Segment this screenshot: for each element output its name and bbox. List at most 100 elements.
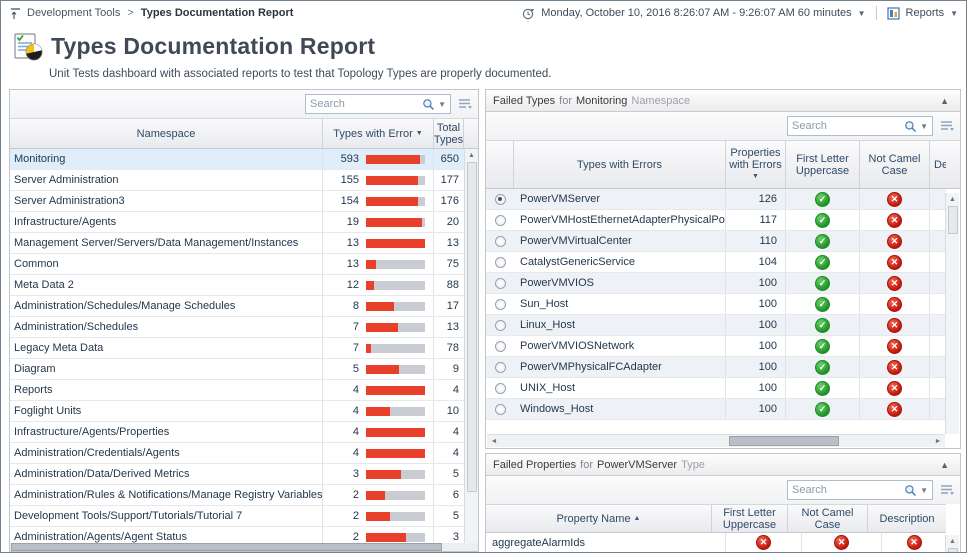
namespace-row[interactable]: Diagram 5 9 (10, 359, 464, 380)
breadcrumb-item-development-tools[interactable]: Development Tools (27, 7, 121, 19)
failed-type-row[interactable]: PowerVMVIOS 100 ✓ ✕ (486, 273, 946, 294)
failed-type-row[interactable]: Sun_Host 100 ✓ ✕ (486, 294, 946, 315)
search-options-caret-icon[interactable]: ▼ (438, 99, 446, 109)
row-radio-button[interactable] (494, 256, 506, 268)
search-icon[interactable] (904, 120, 917, 133)
scrollbar-thumb[interactable] (11, 543, 442, 551)
collapse-panel-icon[interactable]: ▲ (940, 95, 949, 106)
namespace-row[interactable]: Infrastructure/Agents 19 20 (10, 212, 464, 233)
column-header-description[interactable]: Description (879, 512, 935, 525)
namespace-row[interactable]: Administration/Rules & Notifications/Man… (10, 485, 464, 506)
total-types-cell: 9 (452, 363, 459, 375)
table-customizer-icon[interactable] (939, 119, 954, 133)
properties-with-errors-cell: 100 (726, 336, 786, 356)
fail-icon: ✕ (906, 535, 922, 550)
namespace-row[interactable]: Server Administration 155 177 (10, 170, 464, 191)
error-ratio-fill (366, 343, 372, 353)
scroll-left-icon[interactable]: ◄ (490, 437, 498, 445)
failed-types-search-input[interactable] (792, 120, 905, 132)
failed-types-horizontal-scrollbar[interactable]: ◄ ► (487, 434, 945, 447)
namespace-row[interactable]: Management Server/Servers/Data Managemen… (10, 233, 464, 254)
scrollbar-thumb[interactable] (947, 548, 958, 552)
failed-properties-search-input[interactable] (792, 484, 905, 496)
namespace-row[interactable]: Foglight Units 4 10 (10, 401, 464, 422)
column-header-types-with-errors[interactable]: Types with Errors (514, 141, 726, 188)
namespaces-search-input[interactable] (310, 98, 423, 110)
namespace-row[interactable]: Legacy Meta Data 7 78 (10, 338, 464, 359)
row-radio-button[interactable] (494, 403, 506, 415)
failed-property-row[interactable]: aggregateAlarmIds ✕ ✕ ✕ (486, 533, 946, 552)
scrollbar-thumb[interactable] (466, 162, 477, 492)
failed-type-row[interactable]: PowerVMVIOSNetwork 100 ✓ ✕ (486, 336, 946, 357)
failed-type-row[interactable]: Windows_Host 100 ✓ ✕ (486, 399, 946, 420)
namespace-row[interactable]: Server Administration3 154 176 (10, 191, 464, 212)
column-header-property-name[interactable]: Property Name ▲ (486, 505, 712, 532)
namespace-row[interactable]: Infrastructure/Agents/Properties 4 4 (10, 422, 464, 443)
failed-type-row[interactable]: UNIX_Host 100 ✓ ✕ (486, 378, 946, 399)
failed-properties-vertical-scrollbar[interactable]: ▲ (945, 535, 959, 552)
total-types-cell: 20 (446, 216, 459, 228)
failed-type-row[interactable]: Linux_Host 100 ✓ ✕ (486, 315, 946, 336)
collapse-panel-icon[interactable]: ▲ (940, 459, 949, 470)
row-radio-button[interactable] (494, 361, 506, 373)
namespaces-vertical-scrollbar[interactable]: ▲ (464, 149, 478, 548)
error-ratio-bar (366, 238, 425, 248)
panel-title-suffix: Namespace (631, 94, 691, 107)
namespace-row[interactable]: Administration/Schedules 7 13 (10, 317, 464, 338)
table-customizer-icon[interactable] (457, 97, 472, 111)
namespace-row[interactable]: Monitoring 593 650 (10, 149, 464, 170)
namespace-row[interactable]: Administration/Agents/Agent Status 2 3 (10, 527, 464, 548)
failed-type-row[interactable]: CatalystGenericService 104 ✓ ✕ (486, 252, 946, 273)
scroll-right-icon[interactable]: ► (934, 437, 942, 445)
row-radio-button[interactable] (494, 235, 506, 247)
search-icon[interactable] (904, 484, 917, 497)
search-options-caret-icon[interactable]: ▼ (920, 485, 928, 495)
namespace-row[interactable]: Meta Data 2 12 88 (10, 275, 464, 296)
column-header-description[interactable]: Description (934, 158, 946, 171)
failed-type-row[interactable]: PowerVMPhysicalFCAdapter 100 ✓ ✕ (486, 357, 946, 378)
drill-up-icon[interactable] (9, 7, 22, 20)
table-customizer-icon[interactable] (939, 483, 954, 497)
error-ratio-bar (366, 301, 425, 311)
failed-type-row[interactable]: PowerVMVirtualCenter 110 ✓ ✕ (486, 231, 946, 252)
reports-menu-label[interactable]: Reports (905, 7, 945, 19)
row-radio-button[interactable] (494, 298, 506, 310)
column-header-first-letter-uppercase[interactable]: First Letter Uppercase (786, 141, 860, 188)
namespace-row[interactable]: Development Tools/Support/Tutorials/Tuto… (10, 506, 464, 527)
failed-type-row[interactable]: PowerVMHostEthernetAdapterPhysicalPort 11… (486, 210, 946, 231)
search-options-caret-icon[interactable]: ▼ (920, 121, 928, 131)
error-ratio-bar (366, 532, 425, 542)
scrollbar-thumb[interactable] (947, 206, 958, 234)
column-header-namespace[interactable]: Namespace (10, 119, 323, 148)
time-range-label[interactable]: Monday, October 10, 2016 8:26:07 AM - 9:… (541, 7, 852, 19)
first-letter-uppercase-cell: ✓ (786, 315, 860, 335)
column-header-first-letter-uppercase[interactable]: First Letter Uppercase (712, 505, 788, 532)
column-header-properties-with-errors[interactable]: Properties with Errors ▼ (726, 141, 786, 188)
namespace-row[interactable]: Administration/Credentials/Agents 4 4 (10, 443, 464, 464)
namespace-row[interactable]: Reports 4 4 (10, 380, 464, 401)
row-radio-button[interactable] (494, 319, 506, 331)
scroll-up-icon[interactable]: ▲ (949, 196, 956, 203)
namespace-row[interactable]: Administration/Data/Derived Metrics 3 5 (10, 464, 464, 485)
row-radio-button[interactable] (494, 214, 506, 226)
column-header-types-with-error[interactable]: Types with Error ▼ (323, 119, 434, 148)
namespace-row[interactable]: Common 13 75 (10, 254, 464, 275)
namespaces-horizontal-scrollbar[interactable] (10, 543, 478, 551)
row-radio-button[interactable] (494, 340, 506, 352)
column-header-not-camel-case[interactable]: Not Camel Case (788, 505, 868, 532)
namespace-row[interactable]: Administration/Schedules/Manage Schedule… (10, 296, 464, 317)
scrollbar-thumb[interactable] (729, 436, 839, 446)
row-radio-button[interactable] (494, 382, 506, 394)
search-icon[interactable] (422, 98, 435, 111)
scroll-up-icon[interactable]: ▲ (949, 538, 956, 545)
failed-type-row[interactable]: PowerVMServer 126 ✓ ✕ (486, 189, 946, 210)
reports-caret-icon[interactable]: ▼ (950, 8, 958, 18)
column-header-not-camel-case[interactable]: Not Camel Case (860, 141, 930, 188)
failed-types-vertical-scrollbar[interactable]: ▲ (945, 193, 959, 434)
time-range-caret-icon[interactable]: ▼ (857, 8, 866, 18)
column-header-total-types[interactable]: Total Types (434, 119, 464, 148)
row-radio-button[interactable] (494, 277, 506, 289)
total-types-cell: 17 (446, 300, 459, 312)
row-radio-button[interactable] (494, 193, 506, 205)
scroll-up-icon[interactable]: ▲ (468, 152, 475, 159)
